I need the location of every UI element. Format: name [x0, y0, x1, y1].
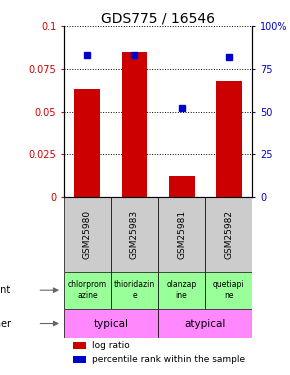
Text: GSM25980: GSM25980: [83, 210, 92, 259]
FancyBboxPatch shape: [64, 197, 111, 272]
Text: olanzap
ine: olanzap ine: [166, 280, 197, 300]
Bar: [169, 176, 195, 197]
Bar: [73, 342, 86, 350]
FancyBboxPatch shape: [64, 309, 158, 338]
Text: agent: agent: [0, 285, 11, 295]
FancyBboxPatch shape: [158, 197, 205, 272]
FancyBboxPatch shape: [205, 272, 252, 309]
Text: chlorprom
azine: chlorprom azine: [68, 280, 107, 300]
Text: percentile rank within the sample: percentile rank within the sample: [92, 355, 245, 364]
Text: GSM25981: GSM25981: [177, 210, 186, 259]
Text: other: other: [0, 318, 11, 328]
FancyBboxPatch shape: [64, 272, 111, 309]
Bar: [75, 89, 100, 197]
Bar: [122, 52, 147, 197]
FancyBboxPatch shape: [111, 272, 158, 309]
Text: GSM25982: GSM25982: [224, 210, 233, 259]
Text: thioridazin
e: thioridazin e: [114, 280, 155, 300]
Title: GDS775 / 16546: GDS775 / 16546: [101, 11, 215, 25]
FancyBboxPatch shape: [111, 197, 158, 272]
Text: GSM25983: GSM25983: [130, 210, 139, 259]
FancyBboxPatch shape: [205, 197, 252, 272]
FancyBboxPatch shape: [158, 272, 205, 309]
Text: atypical: atypical: [184, 318, 226, 328]
FancyBboxPatch shape: [158, 309, 252, 338]
Text: typical: typical: [93, 318, 128, 328]
Bar: [73, 356, 86, 363]
Text: log ratio: log ratio: [92, 341, 130, 350]
Bar: [216, 81, 242, 197]
Text: quetiapi
ne: quetiapi ne: [213, 280, 244, 300]
